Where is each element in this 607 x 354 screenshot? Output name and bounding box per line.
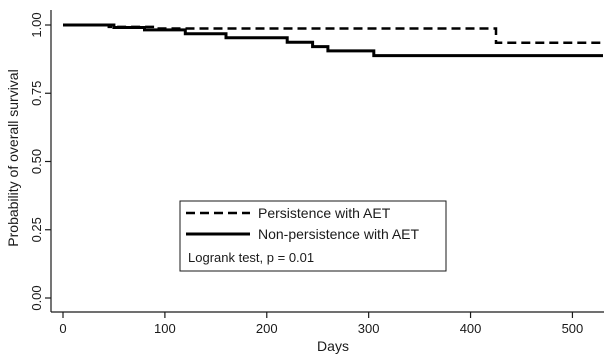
x-tick-label: 500 [562, 321, 584, 336]
series-group [63, 23, 603, 58]
legend-entry: Non-persistence with AET [258, 226, 420, 242]
x-tick-label: 200 [256, 321, 278, 336]
y-axis-label: Probability of overall survival [5, 69, 21, 246]
axes: 0 100 200 300 400 500 0.00 0.25 0.50 0.75 1.00 [29, 10, 604, 336]
legend-entry: Persistence with AET [258, 205, 391, 221]
series-line-non-persistence [63, 23, 603, 58]
x-tick-label: 0 [59, 321, 66, 336]
y-tick-label: 0.25 [29, 217, 44, 242]
y-tick-label: 0.50 [29, 149, 44, 174]
x-tick-label: 400 [460, 321, 482, 336]
x-tick-label: 300 [358, 321, 380, 336]
y-tick-label: 0.00 [29, 285, 44, 310]
logrank-annotation: Logrank test, p = 0.01 [188, 250, 314, 265]
y-tick-label: 1.00 [29, 12, 44, 37]
x-tick-label: 100 [154, 321, 176, 336]
legend: Persistence with AET Non-persistence with… [179, 200, 447, 272]
y-tick-label: 0.75 [29, 81, 44, 106]
x-axis-label: Days [317, 338, 349, 354]
legend-box [179, 200, 447, 272]
